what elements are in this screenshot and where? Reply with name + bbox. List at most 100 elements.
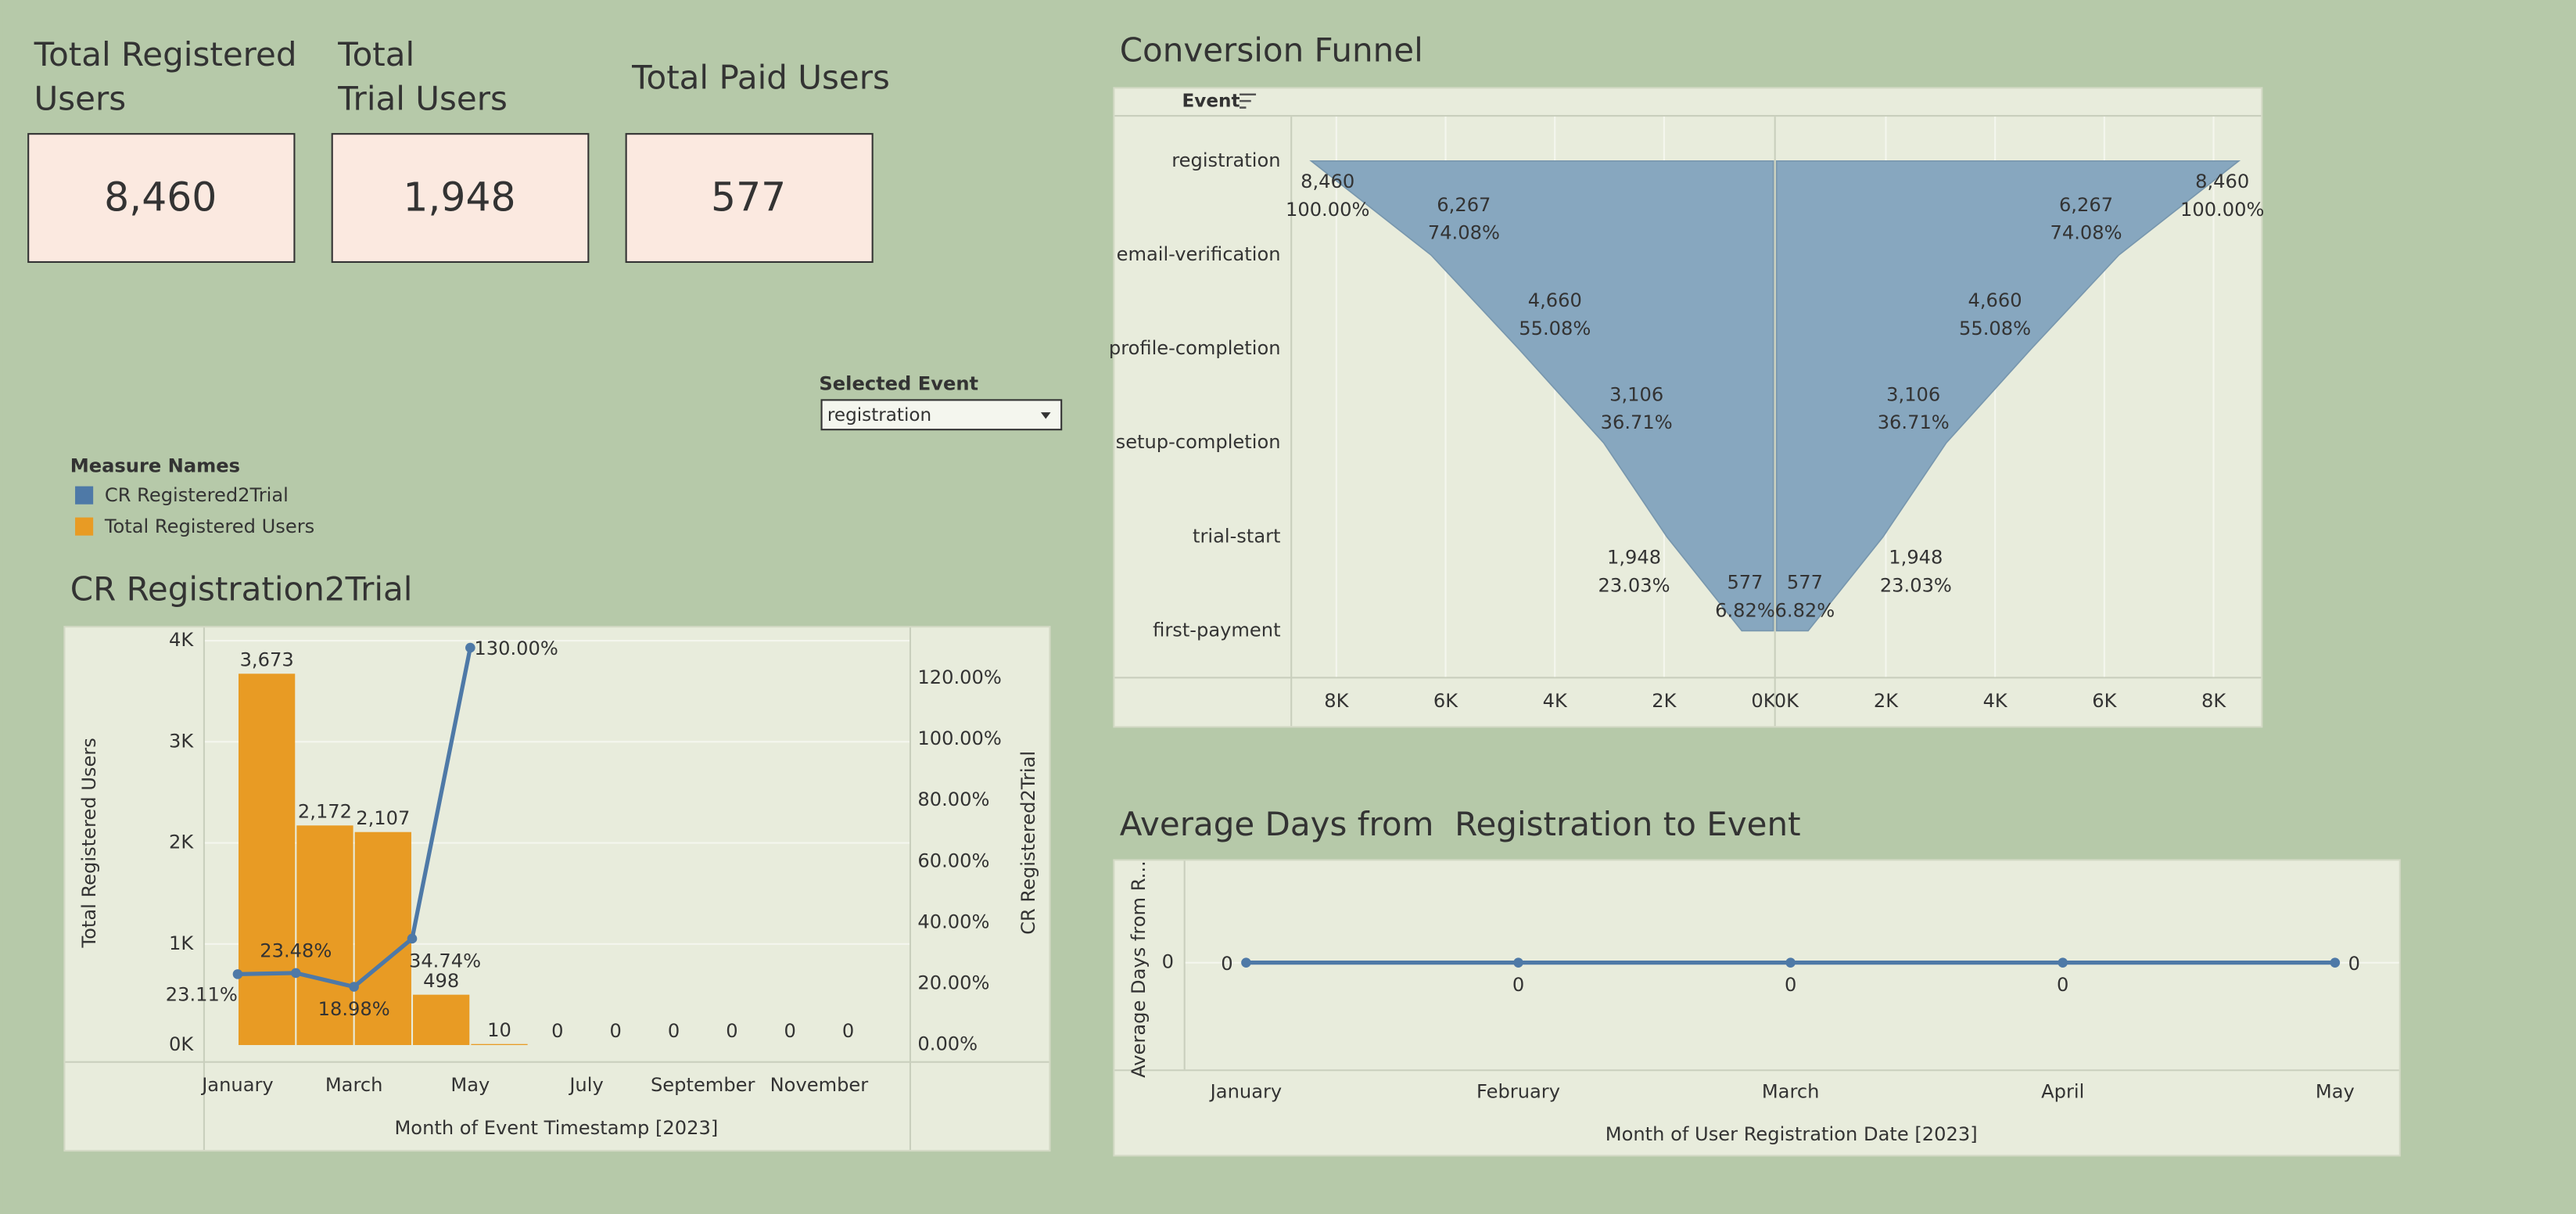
value-label: 3,106 <box>1609 383 1663 405</box>
category-label: email-verification <box>1117 243 1281 265</box>
x-tick-label: 8K <box>2201 690 2226 712</box>
percent-label: 100.00% <box>2180 199 2264 221</box>
dropdown-value[interactable]: registration <box>827 405 931 426</box>
kpi-card <box>27 133 296 264</box>
chart-title: Average Days from Registration to Event <box>1120 805 1801 843</box>
x-tick-label: November <box>770 1074 869 1096</box>
y2-tick-label: 120.00% <box>917 666 1001 688</box>
x-tick-label: 0K <box>1751 690 1776 712</box>
category-label: first-payment <box>1153 619 1280 641</box>
line-point <box>291 968 301 979</box>
y-tick-label: 4K <box>169 629 194 651</box>
bar-label: 0 <box>726 1020 737 1042</box>
dropdown-arrow[interactable] <box>1040 412 1051 419</box>
funnel-area <box>1309 160 1774 632</box>
value-label: 577 <box>1727 572 1763 594</box>
x-tick-label: July <box>568 1074 603 1096</box>
y2-tick-label: 40.00% <box>917 910 989 932</box>
kpi-card <box>331 133 590 264</box>
x-axis-title: Month of User Registration Date [2023] <box>1606 1123 1978 1145</box>
x-tick-label: 4K <box>1983 690 2008 712</box>
chart-title: CR Registration2Trial <box>70 570 413 609</box>
percent-label: 36.71% <box>1601 411 1673 433</box>
line-point <box>407 933 418 944</box>
y2-tick-label: 80.00% <box>917 788 989 810</box>
filter-label: Selected Event <box>819 372 978 394</box>
kpi-title-box: Total Registered Users <box>34 34 297 119</box>
value-label: 1,948 <box>1607 547 1661 569</box>
bar <box>354 831 411 1046</box>
value-label: 6,267 <box>1437 194 1491 216</box>
bar <box>239 673 296 1046</box>
x-tick-label: May <box>2316 1081 2355 1103</box>
x-tick-label: 2K <box>1652 690 1677 712</box>
line-point <box>1785 957 1796 968</box>
value-label: 8,460 <box>2195 171 2249 192</box>
line-label: 18.98% <box>318 998 390 1020</box>
x-tick-label: 6K <box>1433 690 1458 712</box>
bar-label: 3,673 <box>240 649 294 671</box>
y-tick-label: 1K <box>169 932 194 954</box>
bar-label: 0 <box>610 1020 622 1042</box>
sort-icon[interactable] <box>1240 93 1257 109</box>
category-label: registration <box>1171 149 1280 171</box>
y-tick-label: 2K <box>169 831 194 853</box>
kpi-title: Total Trial Users <box>338 34 508 119</box>
legend-swatch <box>75 486 94 505</box>
percent-label: 6.82% <box>1775 599 1835 621</box>
value-label: 4,660 <box>1528 289 1582 311</box>
x-tick-label: January <box>1209 1081 1283 1103</box>
x-tick-label: January <box>200 1074 274 1096</box>
category-label: trial-start <box>1193 525 1281 547</box>
x-tick-label: September <box>651 1074 755 1096</box>
y2-axis-title: CR Registered2Trial <box>1017 751 1039 935</box>
x-tick-label: March <box>325 1074 383 1096</box>
y2-tick-label: 0.00% <box>917 1033 978 1055</box>
y2-tick-label: 100.00% <box>917 727 1001 749</box>
percent-label: 23.03% <box>1598 574 1670 596</box>
kpi-title: Total Paid Users <box>631 56 890 96</box>
value-label: 4,660 <box>1968 289 2022 311</box>
panel <box>1113 859 2401 1157</box>
y-tick-label: 0 <box>1162 951 1174 973</box>
line-label: 23.11% <box>166 984 238 1006</box>
kpi-title-box: Total Paid Users <box>631 56 890 96</box>
legend-label: Total Registered Users <box>104 515 314 537</box>
kpi-title: Total Registered Users <box>34 34 297 119</box>
y2-tick-label: 20.00% <box>917 972 989 994</box>
funnel-area <box>1775 160 2241 632</box>
y-axis-title: Average Days from R... <box>1128 860 1150 1078</box>
value-label: 3,106 <box>1886 383 1940 405</box>
percent-label: 55.08% <box>1959 318 2031 339</box>
value-label: 577 <box>1787 572 1823 594</box>
column-header: Event <box>1182 92 1240 112</box>
x-axis-title: Month of Event Timestamp [2023] <box>394 1117 718 1139</box>
kpi-title-box: Total Trial Users <box>338 34 508 119</box>
legend-label: CR Registered2Trial <box>105 484 289 506</box>
value-label: 0 <box>1512 974 1524 996</box>
value-label: 0 <box>1785 974 1796 996</box>
x-tick-label: February <box>1476 1081 1560 1103</box>
legend-swatch <box>75 517 94 536</box>
category-label: profile-completion <box>1109 337 1281 359</box>
bar-label: 2,107 <box>356 807 410 829</box>
percent-label: 6.82% <box>1715 599 1775 621</box>
chart-title: Conversion Funnel <box>1120 31 1423 70</box>
x-tick-label: May <box>450 1074 490 1096</box>
line-point <box>1241 957 1251 968</box>
x-tick-label: April <box>2041 1081 2084 1103</box>
bar <box>471 1043 528 1046</box>
filter-dropdown[interactable]: registration <box>820 399 1063 431</box>
x-tick-label: 0K <box>1774 690 1799 712</box>
kpi-card <box>625 133 874 264</box>
x-tick-label: 2K <box>1874 690 1899 712</box>
percent-label: 23.03% <box>1880 574 1952 596</box>
dropdown-box[interactable] <box>820 399 1063 431</box>
bar-label: 2,172 <box>298 801 352 823</box>
value-label: 0 <box>2348 953 2360 975</box>
line-point <box>2058 957 2068 968</box>
value-label: 0 <box>2057 974 2068 996</box>
bar-label: 10 <box>487 1019 511 1041</box>
x-tick-label: 8K <box>1324 690 1349 712</box>
